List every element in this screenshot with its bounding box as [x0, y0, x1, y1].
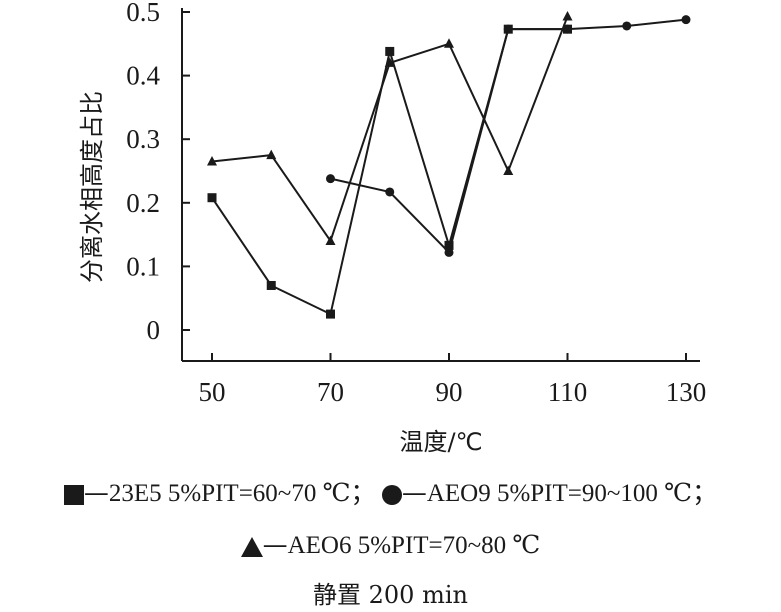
data-point-triangle [562, 10, 573, 21]
triangle-icon [240, 537, 263, 558]
series-line-square [211, 28, 568, 316]
data-point-circle [326, 174, 335, 184]
y-tick-label: 0.3 [126, 124, 160, 154]
data-point-square [266, 280, 276, 290]
series-circle [326, 15, 691, 257]
x-tick-label: 70 [317, 377, 344, 407]
legend-separator: ； [692, 480, 718, 507]
legend-row-2: —AEO6 5%PIT=70~80 ℃ [0, 530, 781, 561]
x-axis-title: 温度/℃ [399, 428, 482, 456]
legend-entry-aeo9: —AEO9 5%PIT=90~100 ℃ [381, 478, 693, 509]
legend-entry-23e5: —23E5 5%PIT=60~70 ℃ [63, 478, 351, 509]
series-line-circle [330, 18, 687, 255]
legend-row-1: —23E5 5%PIT=60~70 ℃ ； —AEO9 5%PIT=90~100… [0, 478, 781, 509]
data-point-circle [563, 24, 572, 34]
data-point-circle [385, 187, 395, 197]
x-tick-label: 90 [436, 377, 463, 407]
square-icon [63, 485, 84, 506]
legend-label-23e5: 23E5 5%PIT=60~70 ℃ [108, 480, 351, 507]
legend-label-aeo9: AEO9 5%PIT=90~100 ℃ [426, 480, 693, 507]
data-point-triangle [207, 155, 217, 166]
data-point-circle [622, 21, 632, 31]
footnote: 静置 200 min [313, 581, 468, 609]
data-point-triangle [384, 57, 395, 67]
data-point-square [385, 46, 395, 56]
series-square [207, 24, 572, 319]
legend-dash: — [83, 478, 109, 507]
y-axis-title: 分离水相高度占比 [78, 91, 106, 283]
data-point-circle [503, 24, 513, 34]
data-point-square [326, 309, 335, 319]
data-point-triangle [503, 165, 514, 175]
data-point-triangle [325, 235, 336, 245]
y-tick-label: 0 [147, 315, 161, 345]
x-tick-label: 50 [199, 377, 226, 407]
data-point-circle [681, 15, 691, 25]
legend-label-aeo6: AEO6 5%PIT=70~80 ℃ [287, 532, 541, 559]
axes: 0 0.1 0.2 0.3 0.4 0.5 50 70 90 110 130 [126, 0, 706, 407]
x-tick-label: 130 [666, 377, 707, 407]
legend-entry-aeo6: —AEO6 5%PIT=70~80 ℃ [240, 530, 541, 561]
y-tick-label: 0.4 [126, 61, 160, 91]
y-tick-label: 0.5 [126, 0, 160, 27]
line-chart: 0 0.1 0.2 0.3 0.4 0.5 50 70 90 110 130 分离水相高度占比 温度… [78, 0, 706, 456]
data-point-square [207, 193, 217, 203]
legend-dash: — [401, 478, 427, 507]
y-tick-label: 0.2 [126, 188, 160, 218]
x-tick-label: 110 [548, 377, 588, 407]
circle-icon [381, 485, 402, 506]
data-point-triangle [266, 149, 277, 160]
data-point-circle [444, 247, 454, 257]
data-point-triangle [444, 38, 454, 48]
legend-separator: ； [350, 480, 376, 507]
data-point-square [444, 240, 454, 250]
series-layer [207, 10, 691, 319]
legend-dash: — [262, 530, 288, 559]
y-tick-label: 0.1 [126, 251, 160, 281]
series-triangle [207, 10, 573, 245]
